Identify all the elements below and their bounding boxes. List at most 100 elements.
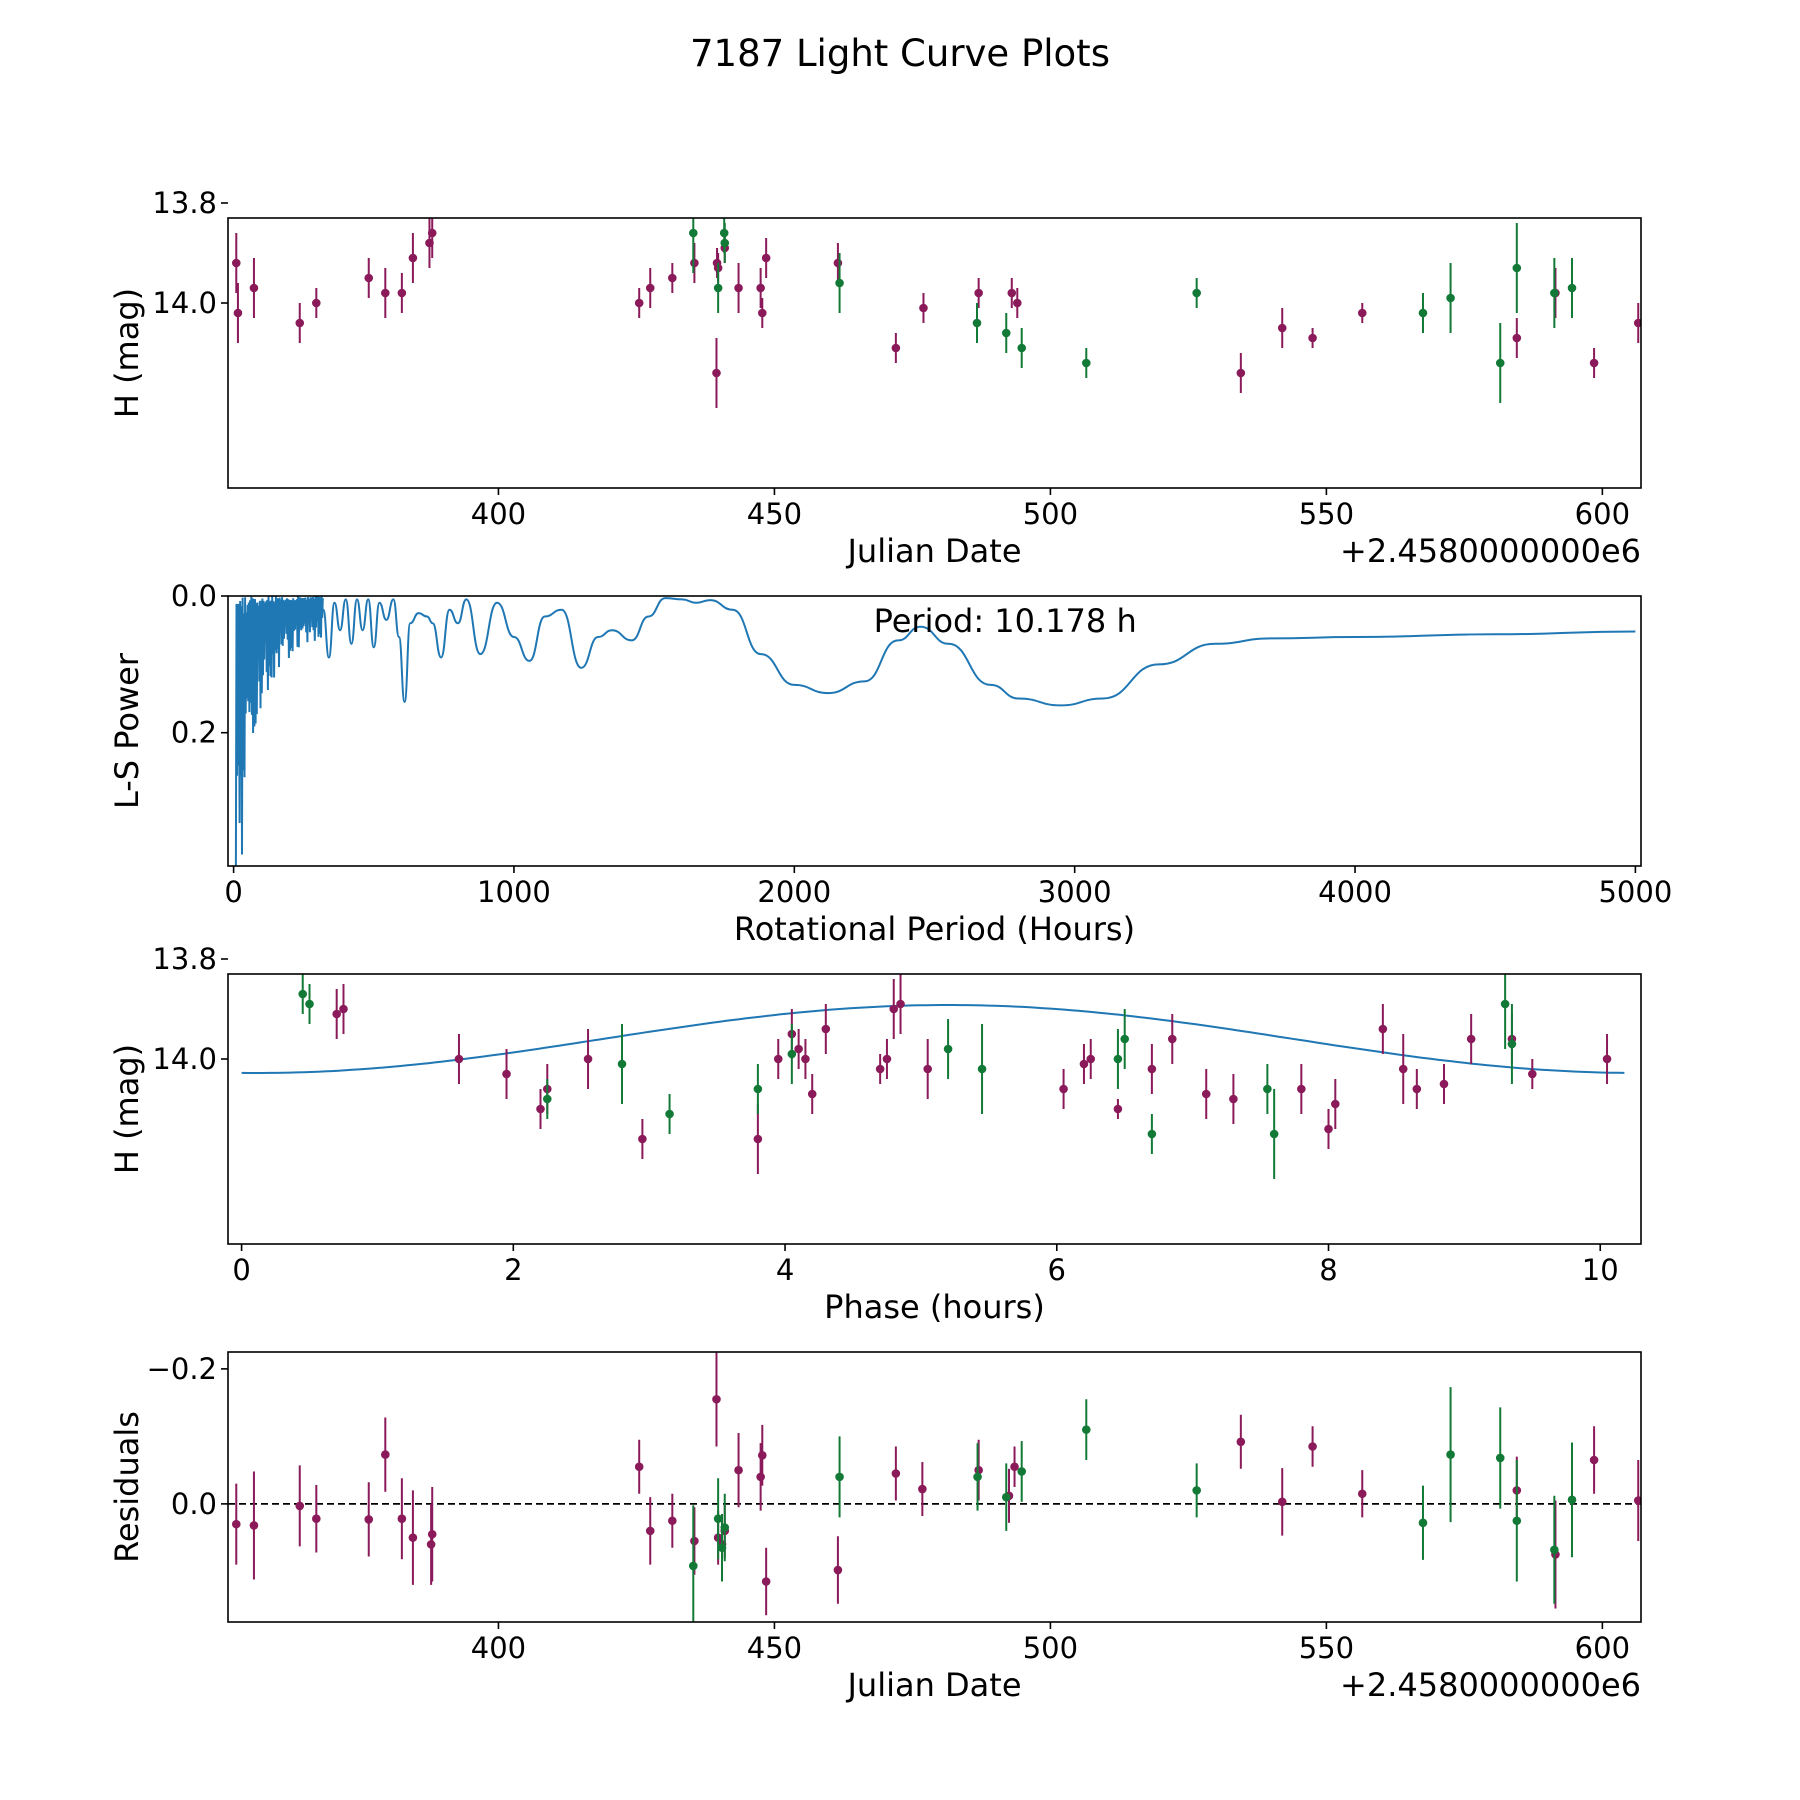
series_b-point	[977, 1064, 987, 1074]
series_a-point	[891, 1469, 901, 1478]
series_b-point	[943, 1044, 953, 1054]
series_a-point	[1277, 1497, 1287, 1507]
x-tick-label: 550	[1299, 1631, 1354, 1665]
series_b-point	[1269, 1129, 1279, 1139]
series_a-point	[756, 283, 765, 293]
series_b-point	[1567, 1495, 1577, 1505]
series_a-point	[1236, 1437, 1246, 1447]
series_b-point	[1001, 1492, 1011, 1502]
series_a-point	[408, 1533, 418, 1542]
series_a-point	[426, 1540, 436, 1549]
series_b-point	[1017, 343, 1027, 353]
series_a-point	[645, 283, 655, 293]
series_a-point	[1633, 1496, 1641, 1505]
series_a-point	[734, 1465, 743, 1475]
series_a-point	[712, 1394, 721, 1404]
y-tick-label: 0.0	[171, 1487, 217, 1521]
series_b-point	[720, 1523, 730, 1532]
series_a-point	[312, 298, 321, 308]
series_a-point	[923, 1064, 933, 1074]
series_a-point	[1466, 1034, 1476, 1044]
series_b-point	[688, 1561, 698, 1571]
series_a-point	[712, 368, 721, 378]
x-tick-label: 4	[776, 1253, 794, 1287]
series_a-point	[833, 1565, 843, 1575]
series_a-point	[1308, 1442, 1317, 1451]
series_b-point	[787, 1049, 797, 1059]
series_a-point	[427, 1529, 437, 1539]
x-tick-label: 400	[471, 497, 526, 531]
series_a-point	[1331, 1099, 1340, 1109]
y-tick-label: 14.0	[152, 1042, 217, 1076]
x-offset-label: +2.4580000000e6	[1340, 532, 1641, 570]
series_a-point	[231, 1519, 241, 1529]
series_a-point	[364, 1515, 374, 1524]
axes-frame	[227, 973, 1642, 1245]
x-tick-label: 3000	[1038, 875, 1112, 909]
x-tick-label: 550	[1299, 497, 1354, 531]
series_a-point	[807, 1089, 817, 1099]
series_b-point	[665, 1109, 674, 1119]
series_b-point	[1081, 1425, 1091, 1434]
x-tick-label: 8	[1319, 1253, 1337, 1287]
series_b-point	[688, 228, 698, 238]
series_a-point	[638, 1134, 647, 1144]
series_b-point	[972, 318, 982, 328]
x-tick-label: 500	[1023, 1631, 1078, 1665]
x-offset-label: +2.4580000000e6	[1340, 1666, 1641, 1704]
y-axis-label: Residuals	[108, 1411, 146, 1563]
series_a-point	[1308, 333, 1317, 343]
series_a-point	[1589, 1455, 1599, 1465]
plot-area	[234, 596, 1636, 866]
y-tick-label: −0.2	[147, 1352, 217, 1386]
periodogram-alias-region	[234, 596, 324, 866]
series_a-point	[427, 228, 437, 238]
series_a-point	[757, 1450, 767, 1460]
plot-area	[241, 974, 1625, 1179]
series_b-point	[1446, 1450, 1455, 1459]
series_a-point	[757, 308, 767, 318]
series_b-point	[973, 1472, 982, 1482]
series_a-point	[690, 1536, 699, 1546]
series_a-point	[801, 1054, 810, 1064]
series_a-point	[1633, 318, 1641, 328]
series_a-point	[690, 258, 699, 268]
series_a-point	[249, 283, 259, 293]
series_a-point	[583, 1054, 593, 1064]
x-axis-label: Phase (hours)	[824, 1288, 1045, 1326]
axes-frame	[227, 217, 1642, 489]
x-tick-label: 450	[747, 497, 802, 531]
series_a-point	[1010, 1462, 1019, 1472]
series_a-point	[397, 288, 407, 298]
series_a-point	[1059, 1084, 1068, 1094]
series_a-point	[1439, 1079, 1449, 1089]
x-tick-label: 500	[1023, 497, 1078, 531]
y-tick-label: 0.0	[171, 579, 217, 613]
series_b-point	[713, 283, 723, 293]
series_a-point	[1277, 323, 1287, 333]
series_a-point	[974, 1465, 983, 1475]
series_a-point	[1086, 1054, 1096, 1064]
series_b-point	[1192, 1486, 1201, 1495]
series_a-point	[312, 1514, 321, 1524]
series_a-point	[761, 1577, 771, 1586]
series_a-point	[536, 1104, 545, 1114]
series_a-point	[891, 343, 901, 353]
series_a-point	[1147, 1064, 1157, 1074]
series_a-point	[1229, 1094, 1238, 1104]
x-tick-label: 400	[471, 1631, 526, 1665]
series_a-point	[1236, 368, 1246, 378]
x-tick-label: 0	[232, 1253, 250, 1287]
series_a-point	[734, 283, 743, 293]
series_b-point	[1418, 1518, 1428, 1528]
series_a-point	[668, 273, 677, 283]
series_a-point	[882, 1054, 892, 1064]
series_a-point	[1378, 1024, 1388, 1034]
plot-area	[231, 218, 1641, 408]
phased-panel: 0 2 4 6 8 10 14.0 13.8 Phase (hours) H (mag)	[108, 942, 1642, 1326]
lightcurve-panel: 400 450 500 550 600 14.0 13.8 Julian Date H (mag…	[108, 186, 1642, 570]
series_a-point	[974, 288, 983, 298]
x-tick-label: 1000	[477, 875, 551, 909]
series_b-point	[1192, 288, 1201, 298]
series_a-point	[919, 303, 928, 313]
